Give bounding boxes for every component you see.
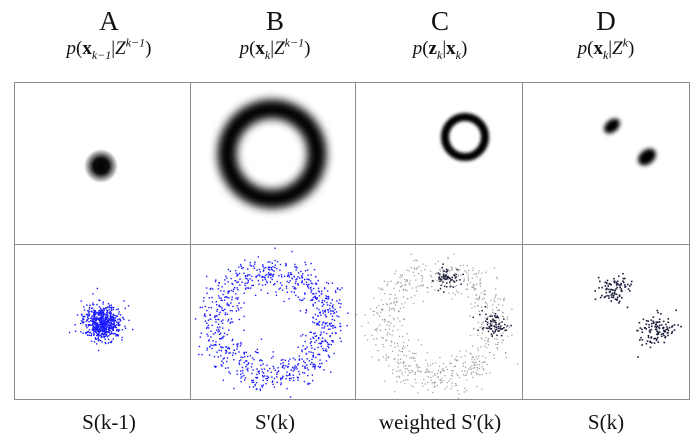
density-panel-c	[441, 113, 489, 161]
column-header-b: B p(xk|Zk−1)	[190, 0, 360, 61]
density-panel-a	[84, 149, 118, 183]
column-caption-b: S'(k)	[255, 410, 295, 434]
posterior-mode	[638, 148, 656, 166]
sample-points	[68, 287, 134, 352]
grid-divider	[522, 83, 523, 399]
column-caption-c: weighted S'(k)	[378, 410, 502, 434]
column-letter: A	[99, 6, 119, 36]
panel-grid	[14, 82, 690, 400]
likelihood-ring	[441, 113, 489, 161]
gaussian-blob	[84, 149, 118, 183]
grid-divider	[15, 244, 689, 245]
column-caption-d: S(k)	[587, 410, 625, 434]
density-panel-d	[604, 118, 656, 166]
column-header-d: D p(xk|Zk)	[521, 0, 691, 61]
column-caption-a: S(k-1)	[82, 410, 136, 434]
grid-divider	[190, 83, 191, 399]
sample-points	[194, 247, 349, 398]
samples-panel-d	[594, 272, 682, 358]
column-header-a: A p(xk−1|Zk−1)	[24, 0, 194, 61]
column-formula: p(zk|xk)	[412, 38, 468, 62]
column-formula: p(xk|Zk)	[577, 35, 635, 62]
samples-panel-a	[68, 287, 134, 352]
predicted-ring	[217, 99, 327, 209]
sample-points	[594, 272, 682, 358]
grid-divider	[355, 83, 356, 399]
samples-panel-c	[356, 253, 519, 399]
column-letter: D	[596, 6, 616, 36]
posterior-mode	[604, 118, 620, 134]
column-formula: p(xk−1|Zk−1)	[66, 35, 152, 62]
column-header-c: C p(zk|xk)	[355, 0, 525, 61]
column-letter: C	[430, 6, 449, 36]
density-panel-b	[217, 99, 327, 209]
samples-panel-b	[194, 247, 349, 398]
column-formula: p(xk|Zk−1)	[239, 35, 311, 62]
sample-points	[356, 253, 519, 399]
column-letter: B	[265, 6, 284, 36]
